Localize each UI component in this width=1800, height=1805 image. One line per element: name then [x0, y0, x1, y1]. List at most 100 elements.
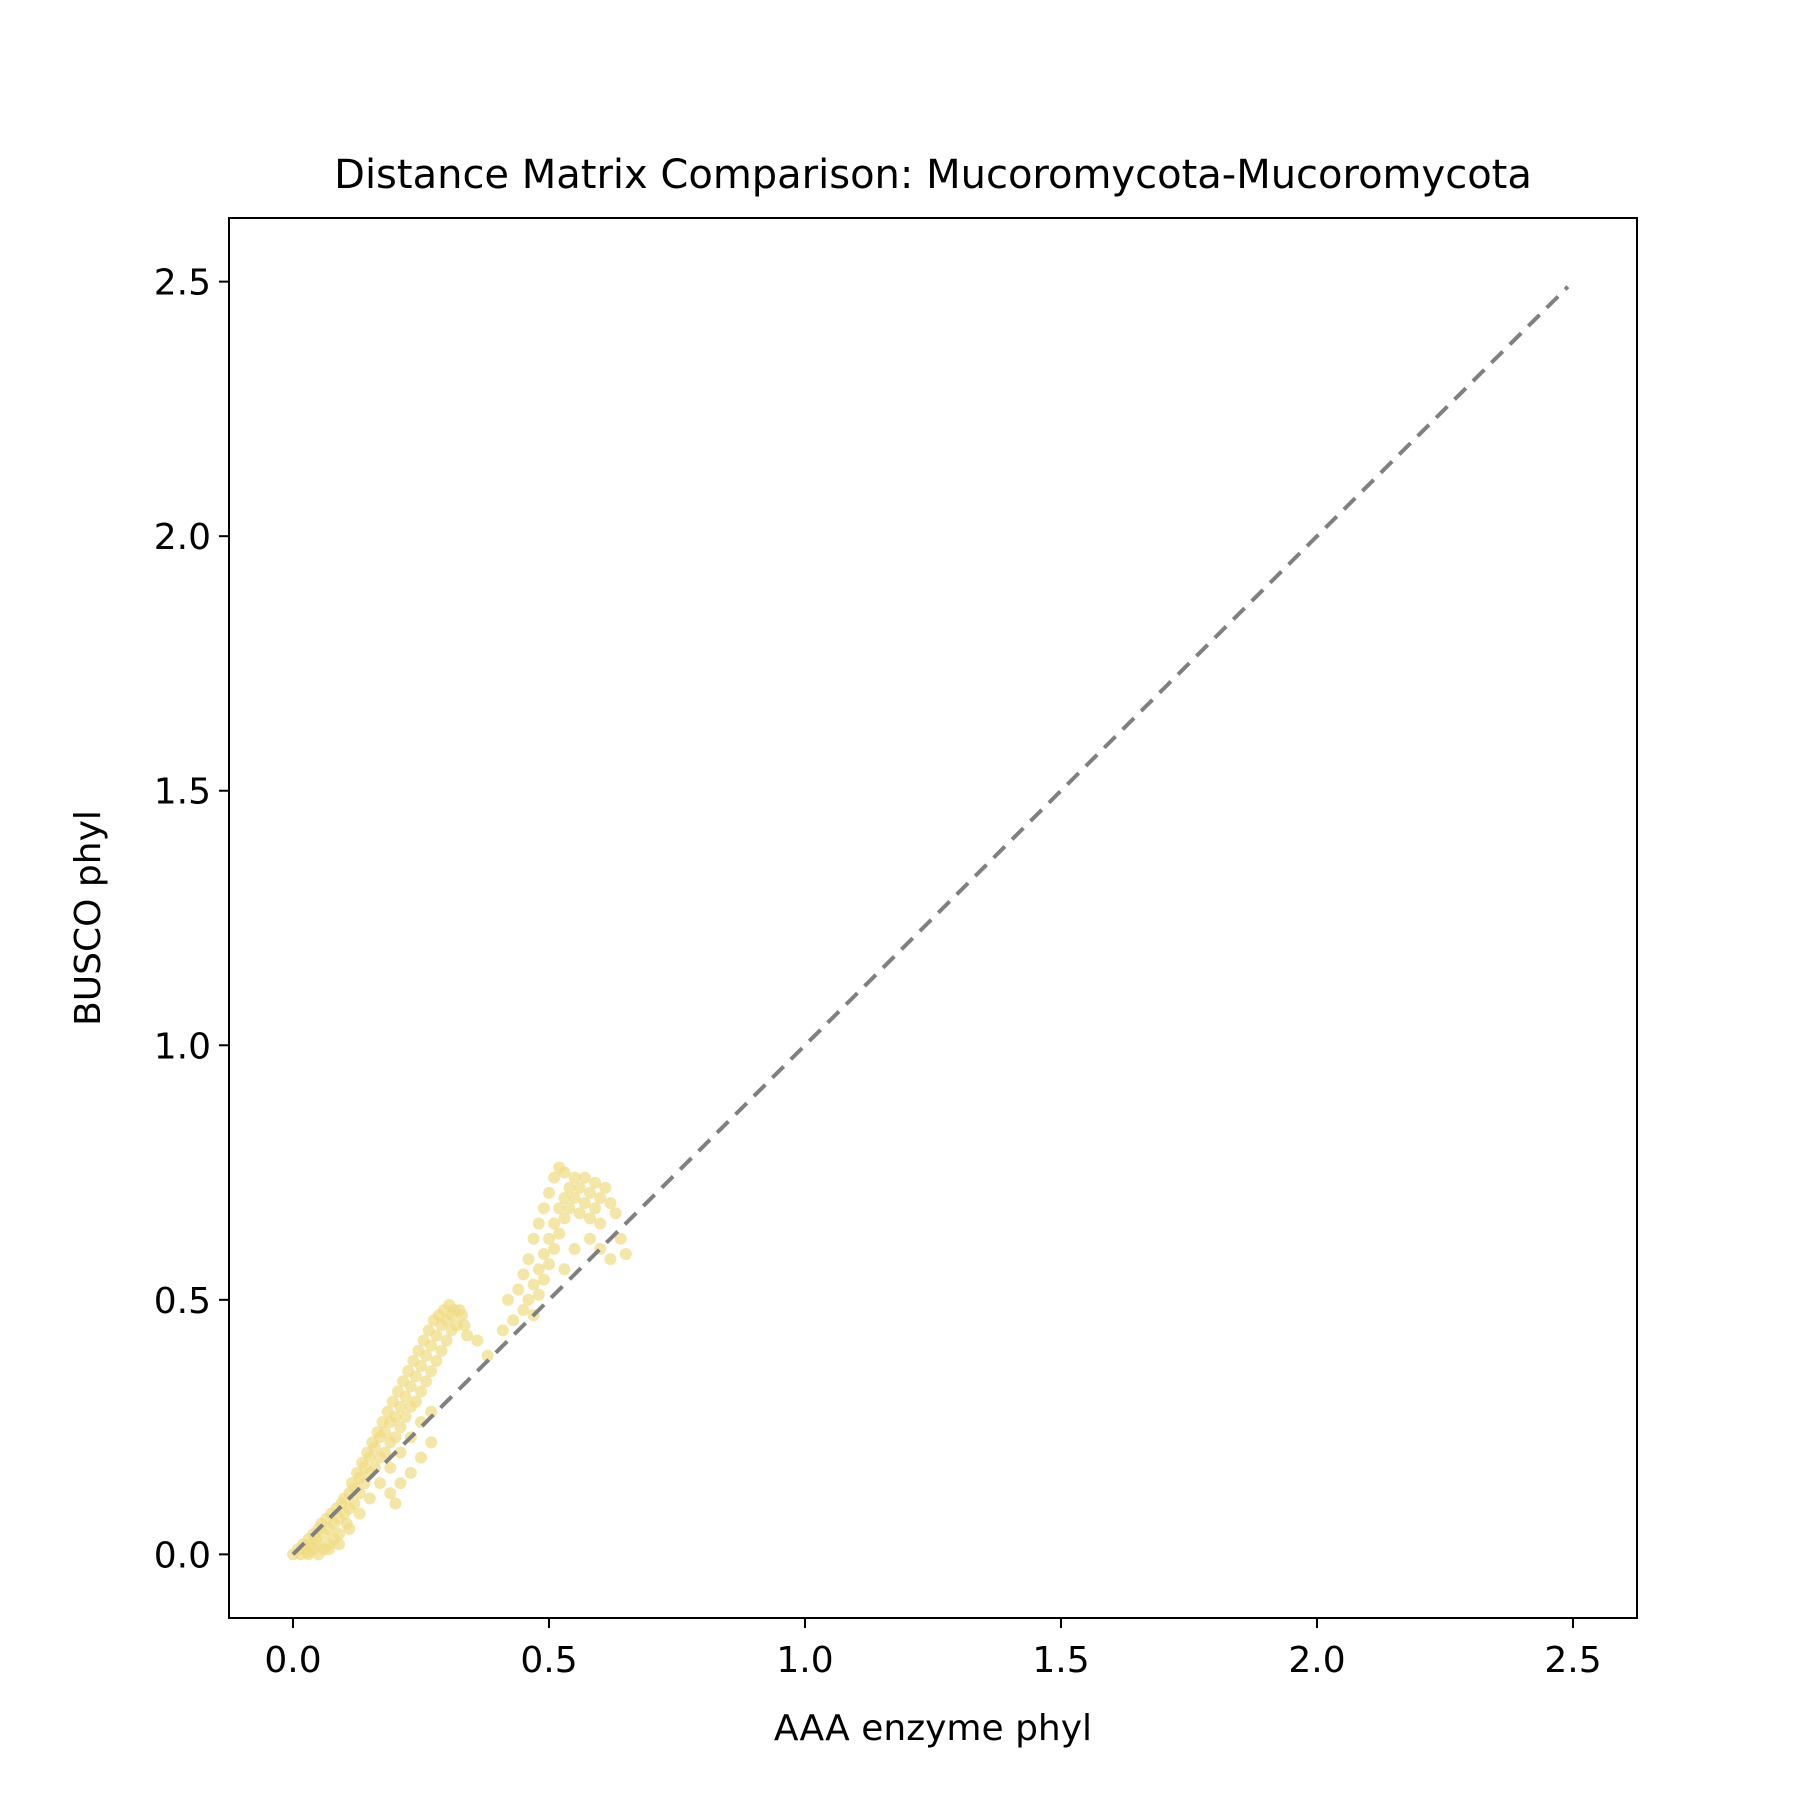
data-point-137: [584, 1212, 596, 1225]
y-axis-label: BUSCO phyl: [68, 810, 109, 1026]
x-tick-label-1: 0.5: [520, 1640, 577, 1681]
data-point-75: [420, 1349, 433, 1362]
y-tick-label-3: 1.5: [154, 772, 211, 813]
x-tick-label-0: 0.0: [264, 1640, 321, 1681]
data-point-42: [363, 1451, 376, 1464]
data-point-158: [363, 1492, 376, 1505]
data-point-154: [322, 1543, 335, 1556]
data-point-160: [384, 1461, 397, 1474]
data-point-63: [399, 1390, 412, 1403]
data-point-130: [568, 1171, 581, 1184]
x-tick-label-4: 2.0: [1288, 1640, 1345, 1681]
data-point-143: [604, 1197, 617, 1210]
x-tick-label-5: 2.5: [1544, 1640, 1601, 1681]
data-point-113: [537, 1248, 550, 1260]
data-point-66: [404, 1380, 417, 1393]
data-point-56: [389, 1431, 402, 1444]
data-point-98: [481, 1349, 494, 1362]
data-point-121: [548, 1242, 561, 1255]
y-tick-label-0: 0.0: [154, 1535, 211, 1576]
data-point-140: [594, 1192, 607, 1204]
data-point-100: [502, 1293, 514, 1306]
data-point-168: [394, 1477, 407, 1490]
y-tick-label-5: 2.5: [154, 263, 211, 304]
data-point-45: [368, 1441, 381, 1454]
data-point-80: [430, 1354, 443, 1367]
data-point-72: [415, 1360, 427, 1372]
data-point-157: [353, 1507, 366, 1520]
data-point-74: [420, 1375, 433, 1388]
data-point-159: [374, 1477, 386, 1490]
data-point-138: [589, 1176, 602, 1189]
data-point-59: [394, 1421, 407, 1434]
data-point-134: [578, 1171, 591, 1184]
x-axis-label: AAA enzyme phyl: [774, 1708, 1092, 1749]
data-point-139: [589, 1202, 602, 1215]
data-point-94: [456, 1309, 468, 1322]
data-point-147: [604, 1253, 617, 1266]
data-point-117: [543, 1186, 555, 1199]
data-point-71: [415, 1385, 427, 1398]
data-point-136: [584, 1186, 596, 1199]
x-axis-ticks: 0.0 0.5 1.0 1.5 2.0 2.5: [264, 1618, 1602, 1681]
plot-frame: [228, 217, 1638, 1619]
y-tick-label-1: 0.5: [154, 1281, 211, 1322]
data-point-156: [343, 1522, 356, 1535]
data-point-111: [532, 1217, 545, 1230]
data-point-118: [543, 1258, 555, 1271]
data-point-129: [563, 1202, 576, 1215]
data-point-24: [333, 1528, 346, 1540]
data-point-127: [558, 1212, 571, 1225]
data-point-68: [409, 1395, 422, 1408]
data-point-32: [348, 1497, 361, 1510]
data-point-86: [440, 1334, 453, 1347]
data-point-62: [399, 1410, 412, 1423]
x-tick-label-2: 1.0: [776, 1640, 833, 1681]
data-point-60: [394, 1400, 407, 1413]
data-point-150: [568, 1242, 581, 1255]
data-point-83: [435, 1344, 448, 1357]
data-point-69: [409, 1370, 422, 1383]
data-point-112: [532, 1288, 545, 1301]
data-point-144: [609, 1207, 622, 1220]
data-point-155: [333, 1538, 346, 1551]
data-point-107: [527, 1278, 540, 1291]
data-point-110: [532, 1263, 545, 1276]
data-point-119: [548, 1217, 561, 1230]
data-point-131: [568, 1192, 581, 1204]
data-point-170: [389, 1497, 402, 1510]
data-point-132: [573, 1181, 586, 1194]
data-point-153: [312, 1548, 325, 1561]
data-point-146: [619, 1248, 632, 1260]
data-point-105: [522, 1293, 535, 1306]
data-point-135: [578, 1197, 591, 1210]
data-point-120: [548, 1171, 561, 1184]
data-point-151: [558, 1263, 571, 1276]
y-tick-label-2: 1.0: [154, 1026, 211, 1067]
data-point-97: [471, 1334, 484, 1347]
data-point-164: [425, 1405, 438, 1418]
data-point-78: [425, 1339, 438, 1352]
data-point-77: [425, 1365, 438, 1378]
x-tick-label-3: 1.5: [1032, 1640, 1089, 1681]
data-point-102: [512, 1283, 525, 1296]
data-point-106: [522, 1253, 535, 1266]
data-point-122: [553, 1202, 566, 1215]
data-point-103: [517, 1304, 530, 1316]
y-axis-ticks: 0.0 0.5 1.0 1.5 2.0 2.5: [154, 263, 229, 1576]
data-point-124: [553, 1227, 566, 1240]
data-point-152: [302, 1548, 315, 1561]
data-point-126: [558, 1166, 571, 1179]
data-point-95: [458, 1319, 471, 1332]
data-point-81: [430, 1329, 443, 1342]
data-point-167: [404, 1466, 417, 1479]
data-point-99: [496, 1324, 509, 1337]
data-point-57: [389, 1410, 402, 1423]
data-point-101: [507, 1314, 520, 1327]
data-point-142: [599, 1181, 612, 1194]
data-point-116: [543, 1232, 555, 1245]
chart-title: Distance Matrix Comparison: Mucoromycota…: [334, 152, 1532, 198]
data-point-133: [573, 1207, 586, 1220]
